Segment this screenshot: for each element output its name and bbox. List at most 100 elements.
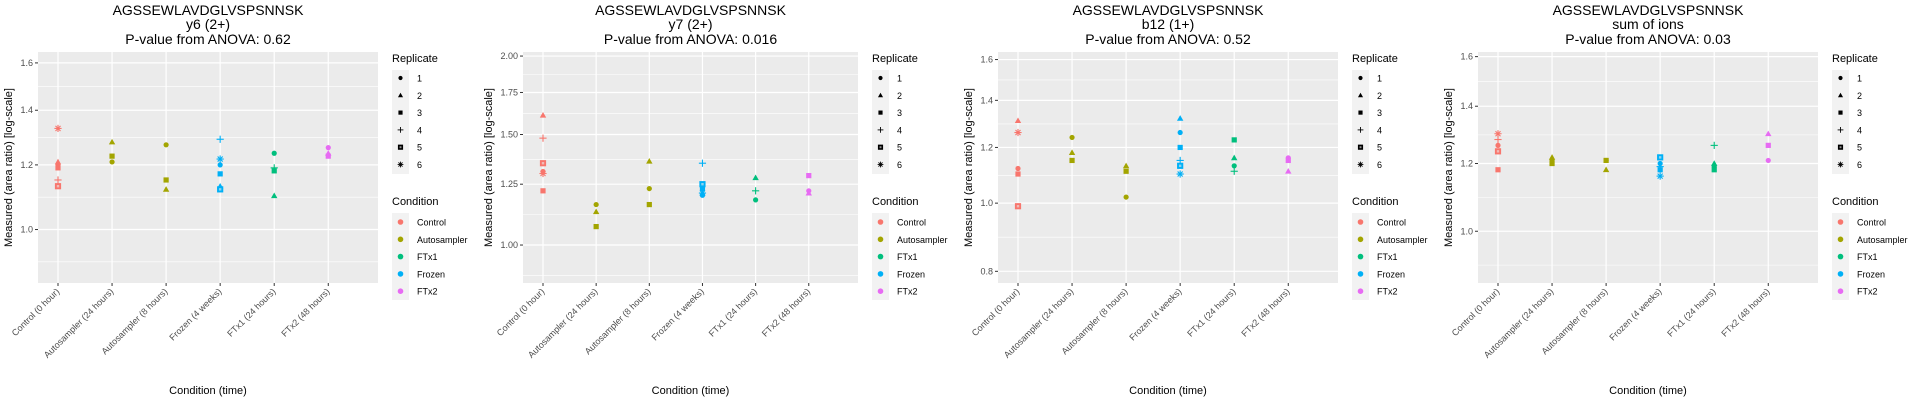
data-point (539, 169, 547, 178)
legend-replicate-label: 5 (417, 143, 422, 153)
legend-replicate-label: 3 (1377, 108, 1382, 118)
chart-subtitle: y7 (2+) (669, 16, 713, 32)
y-tick-label: 1.4 (980, 95, 993, 105)
legend-replicate-label: 2 (1857, 91, 1862, 101)
legend-replicate-key (1837, 92, 1844, 98)
data-point (271, 168, 277, 174)
legend-replicate-key (878, 110, 883, 115)
legend-condition-label: Control (897, 218, 926, 228)
legend-replicate-title: Replicate (392, 53, 438, 65)
legend-condition-key (397, 253, 404, 260)
data-point (108, 138, 116, 145)
data-point (1176, 115, 1184, 121)
y-tick-label: 1.6 (1460, 52, 1473, 62)
y-tick-label: 1.0 (20, 225, 33, 235)
legend-replicate-label: 6 (1857, 160, 1862, 170)
legend-condition-key (1837, 271, 1844, 277)
legend-condition-title: Condition (872, 196, 918, 208)
legend-condition-label: Autosampler (897, 235, 948, 245)
legend-key-background (1352, 70, 1369, 174)
y-axis-label: Measured (area ratio) [log-scale] (1443, 88, 1455, 247)
y-tick-label: 1.6 (980, 55, 993, 65)
legend-condition-title: Condition (392, 196, 438, 208)
y-tick-label: 1.4 (20, 105, 33, 115)
data-point (1231, 163, 1237, 169)
legend-key-background (1832, 70, 1849, 174)
legend-replicate-title: Replicate (872, 53, 918, 65)
x-tick-label: FTx2 (48 hours) (279, 286, 331, 338)
legend-condition-key (1357, 253, 1364, 260)
data-point (217, 162, 223, 168)
legend-condition-key (1357, 288, 1364, 295)
data-point (1015, 171, 1021, 177)
y-tick-label: 1.2 (1460, 159, 1473, 169)
chart-pvalue: P-value from ANOVA: 0.62 (125, 31, 291, 47)
y-tick-label: 1.00 (500, 240, 518, 250)
legend-condition-label: FTx1 (897, 252, 918, 262)
legend-condition-title: Condition (1832, 196, 1878, 208)
plot-background (523, 52, 858, 283)
data-point (54, 176, 62, 184)
legend-condition-key (877, 219, 884, 225)
data-point (539, 134, 547, 142)
y-tick-label: 1.75 (500, 87, 518, 97)
data-point (54, 124, 62, 133)
data-point (698, 159, 707, 167)
data-point (1015, 165, 1021, 172)
data-point (592, 208, 600, 215)
legend-condition-key (1837, 219, 1844, 225)
x-axis-label: Condition (time) (652, 385, 730, 397)
legend-replicate-key (1357, 127, 1364, 133)
x-tick-label: FTx1 (24 hours) (1665, 286, 1717, 338)
legend-condition-label: Frozen (417, 269, 445, 279)
data-point (1069, 157, 1075, 164)
legend-condition-label: Control (1857, 218, 1886, 228)
legend-replicate-label: 3 (897, 108, 902, 118)
data-point (1765, 130, 1772, 137)
data-point (1230, 167, 1238, 175)
legend-replicate-key (1357, 144, 1364, 150)
x-axis-label: Condition (time) (169, 385, 247, 397)
chart-pvalue: P-value from ANOVA: 0.016 (604, 31, 777, 47)
legend-condition-label: Frozen (1377, 269, 1405, 279)
legend-condition-label: FTx2 (897, 287, 918, 297)
chart-title: AGSSEWLAVDGLVSPSNNSK (1073, 2, 1265, 18)
legend-replicate-title: Replicate (1352, 53, 1398, 65)
legend-condition-label: FTx1 (1857, 252, 1878, 262)
legend-replicate-label: 5 (897, 143, 902, 153)
legend-replicate-label: 2 (417, 91, 422, 101)
legend-replicate-key (1838, 75, 1843, 81)
data-point (1549, 160, 1555, 167)
data-point (1177, 129, 1183, 136)
legend-replicate-label: 1 (417, 74, 422, 84)
x-tick-label: Control (0 hour) (970, 286, 1022, 338)
chart-subtitle: sum of ions (1612, 16, 1684, 32)
legend-replicate-label: 4 (1377, 125, 1382, 135)
data-point (1602, 166, 1610, 173)
data-point (325, 144, 331, 151)
legend-condition-key (1357, 236, 1364, 243)
data-point (109, 153, 115, 159)
legend-condition-label: Autosampler (1857, 235, 1908, 245)
y-tick-label: 1.25 (500, 179, 518, 189)
data-point (1068, 149, 1076, 155)
data-point (1014, 128, 1022, 137)
data-point (162, 186, 170, 192)
data-point (1765, 157, 1771, 164)
legend-condition-label: Autosampler (1377, 235, 1428, 245)
data-point (1231, 154, 1238, 161)
legend-replicate-key (397, 144, 404, 150)
chart-title: AGSSEWLAVDGLVSPSNNSK (595, 2, 787, 18)
legend-replicate-label: 1 (897, 74, 902, 84)
legend-condition-label: Autosampler (417, 235, 468, 245)
x-tick-label: Frozen (4 weeks) (167, 286, 223, 342)
legend-replicate-label: 4 (1857, 125, 1862, 135)
data-point (593, 201, 599, 208)
legend-replicate-key (1837, 144, 1844, 150)
y-tick-label: 0.8 (980, 266, 993, 276)
legend-replicate-label: 6 (1377, 160, 1382, 170)
legend-replicate-label: 6 (417, 160, 422, 170)
legend-replicate-title: Replicate (1832, 53, 1878, 65)
